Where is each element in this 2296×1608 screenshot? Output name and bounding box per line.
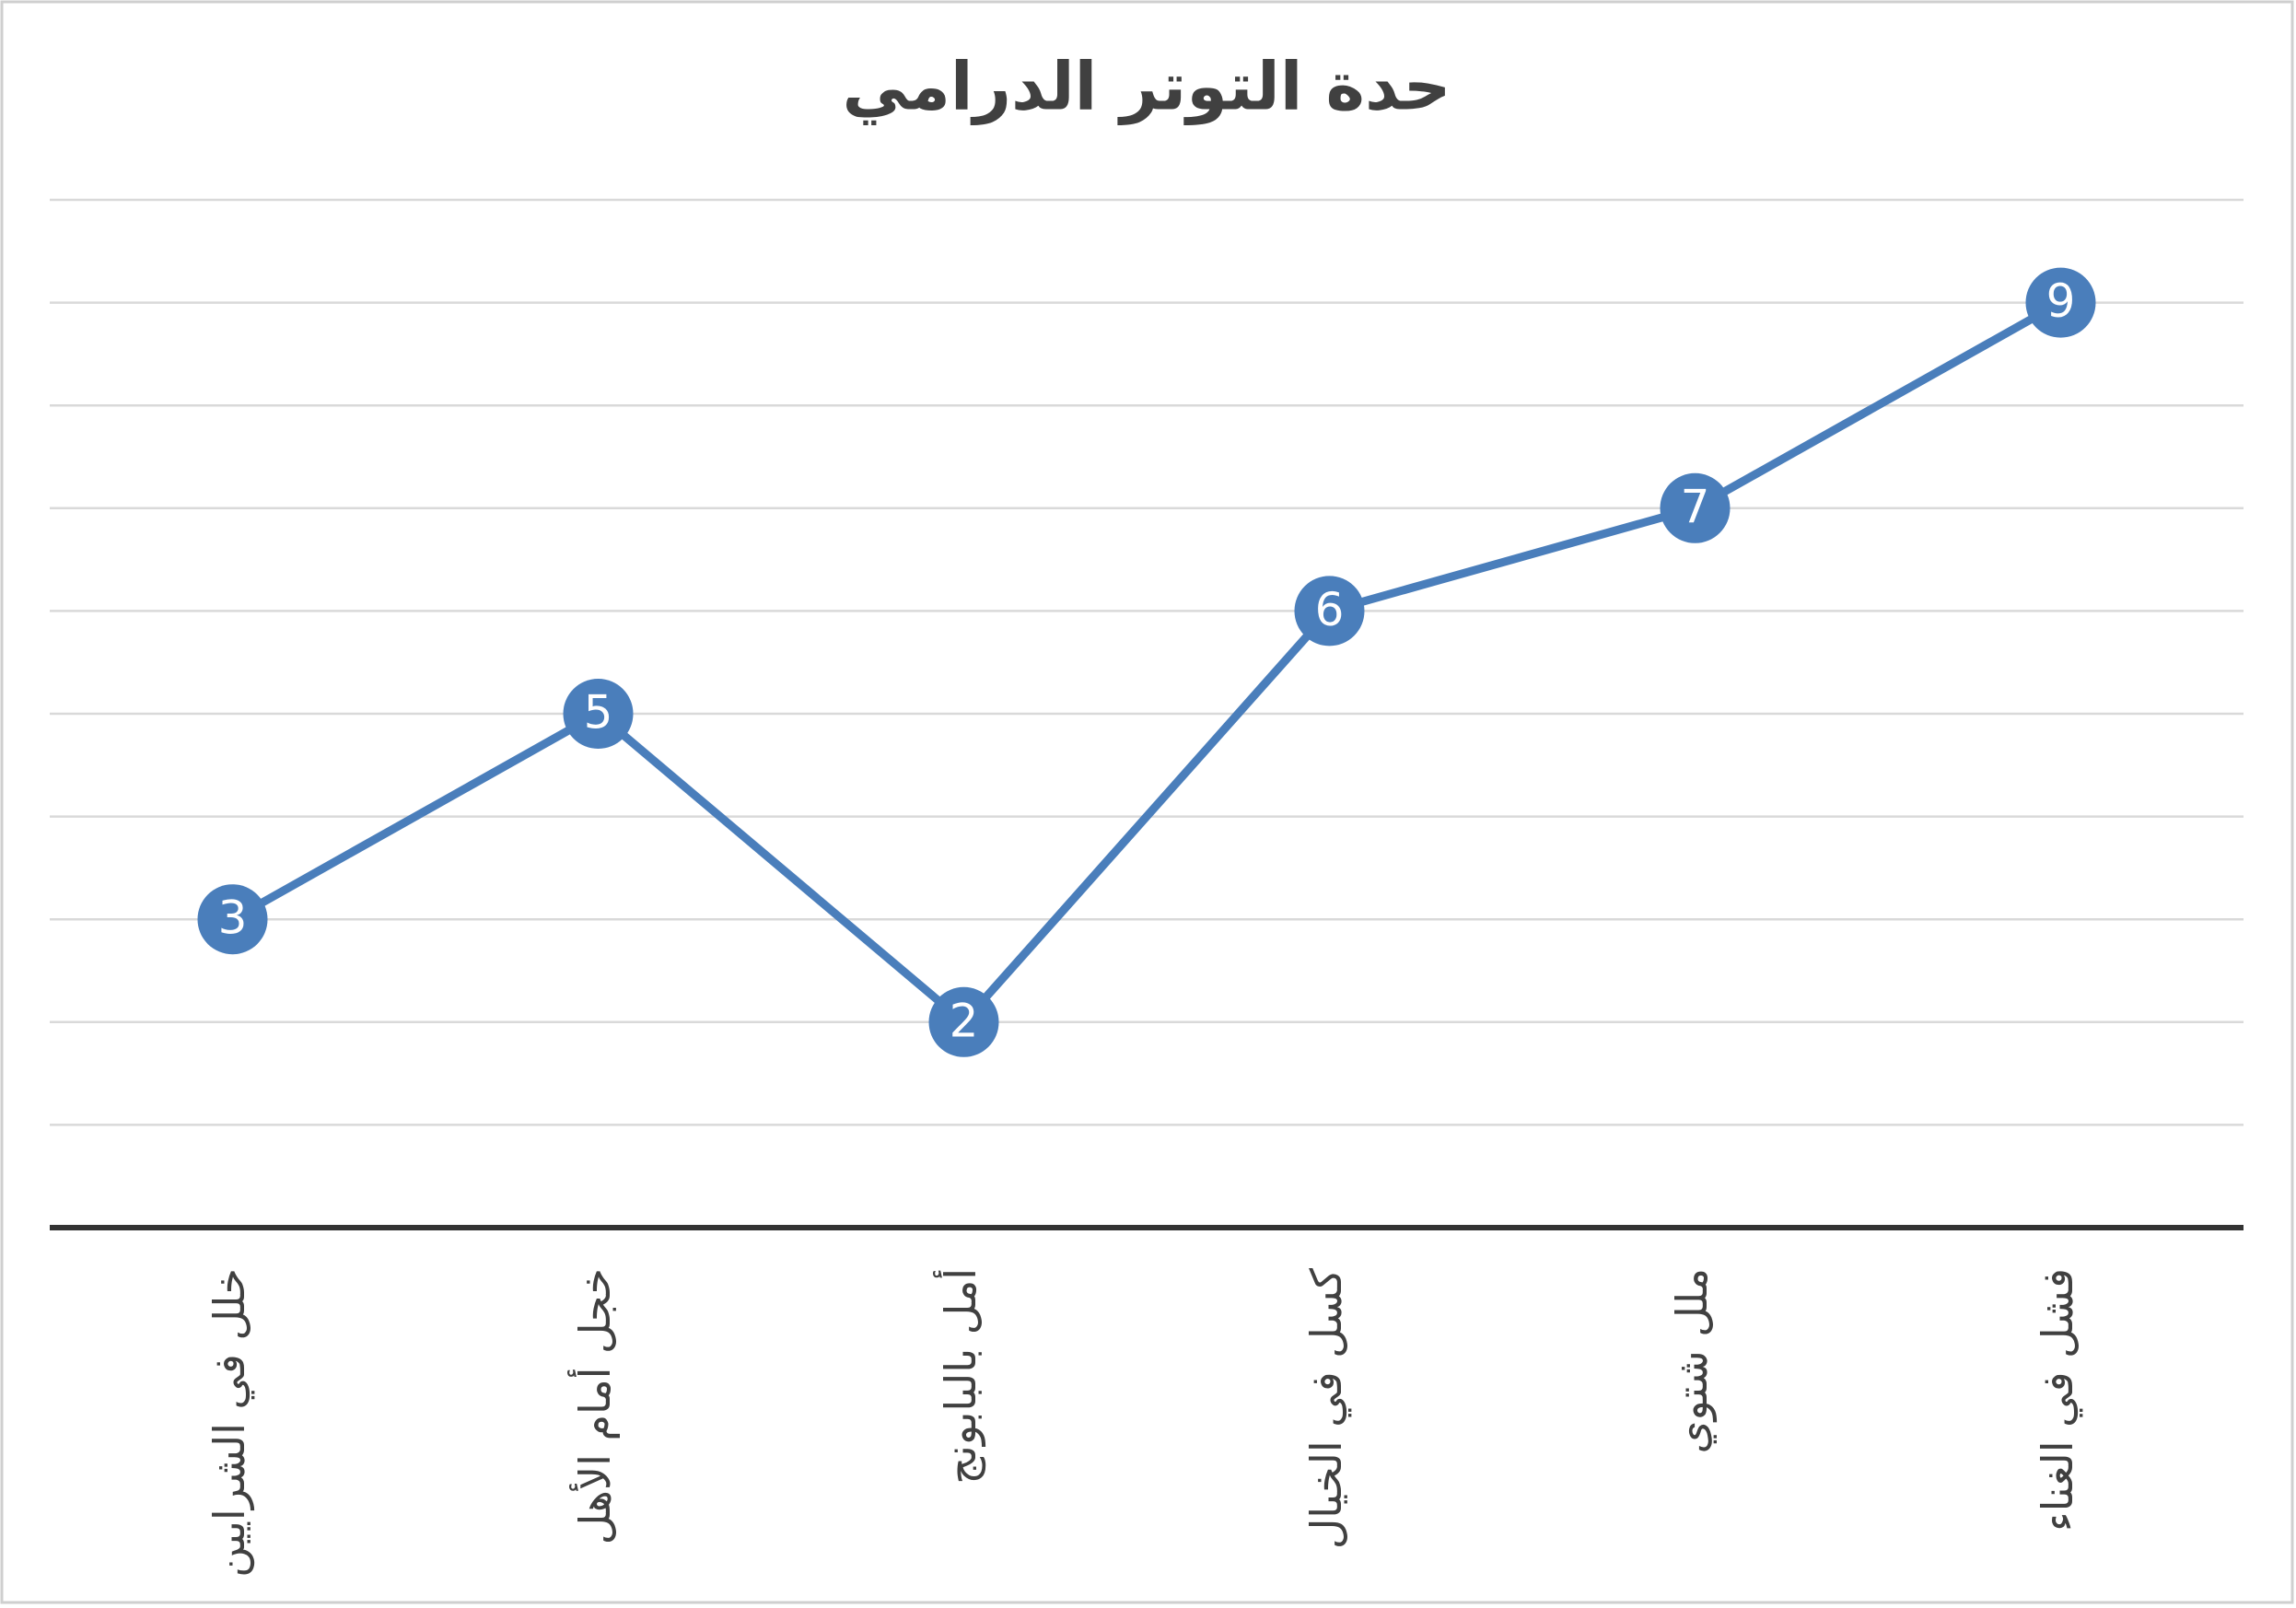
data-point bbox=[563, 679, 634, 749]
x-tick-label: فشل في الغناء bbox=[2033, 1268, 2083, 1532]
data-line bbox=[230, 298, 2063, 1027]
x-tick-label: ملل شتوي bbox=[1667, 1268, 1718, 1454]
data-label: 9 bbox=[2046, 274, 2076, 328]
data-point bbox=[928, 986, 999, 1057]
x-tick-label: أمل بالبابونج bbox=[933, 1268, 986, 1485]
chart-title: حدة التوتر الدرامي bbox=[842, 48, 1451, 126]
data-label: 3 bbox=[218, 891, 248, 945]
data-point bbox=[197, 884, 268, 955]
data-point bbox=[1294, 576, 1365, 647]
data-label: 6 bbox=[1315, 583, 1345, 636]
data-label: 2 bbox=[950, 994, 979, 1047]
x-tick-label: كسل في الخيال bbox=[1301, 1268, 1352, 1549]
data-point bbox=[1660, 472, 1731, 543]
x-tick-label: خجل أمام الأهل bbox=[567, 1268, 620, 1544]
data-point bbox=[2025, 267, 2096, 338]
data-label: 7 bbox=[1681, 480, 1710, 533]
x-tick-label: خلل في الشرايين bbox=[204, 1268, 255, 1578]
data-label: 5 bbox=[584, 686, 613, 740]
